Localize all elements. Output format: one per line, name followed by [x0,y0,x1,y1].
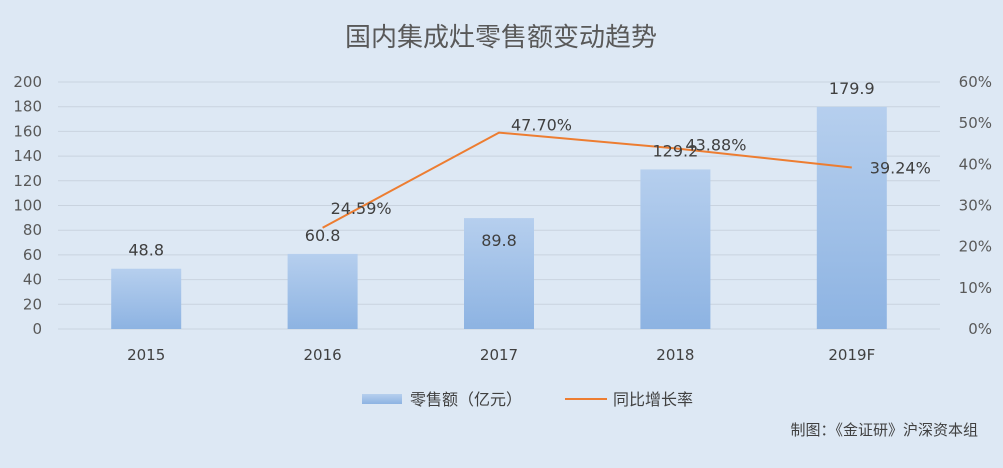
right-tick-label: 10% [959,279,992,297]
legend-bar-swatch [362,394,402,404]
legend: 零售额（亿元） 同比增长率 [362,390,693,409]
legend-line-label: 同比增长率 [613,390,693,409]
right-axis-ticks: 0% 10% 20% 30% 40% 50% 60% [959,73,992,338]
left-tick-label: 160 [13,122,42,140]
line-series [322,131,852,229]
legend-bar-label: 零售额（亿元） [410,390,522,409]
bar-data-label: 179.9 [829,79,875,98]
bar-data-label: 129.2 [652,141,698,160]
chart-title: 国内集成灶零售额变动趋势 [345,23,657,53]
right-tick-label: 50% [959,114,992,132]
bar-data-label: 48.8 [128,241,164,260]
left-tick-label: 80 [23,221,42,239]
x-axis-ticks: 2015 2016 2017 2018 2019F [127,346,875,364]
line-data-label: 43.88% [685,135,746,154]
left-axis-ticks: 0 20 40 60 80 100 120 140 160 180 200 [13,73,42,338]
bar-data-label: 60.8 [305,226,341,245]
bar [816,106,887,329]
line-data-labels: 24.59% 47.70% 43.88% 39.24% [331,116,931,218]
left-tick-label: 200 [13,73,42,91]
x-tick-label: 2016 [304,346,342,364]
x-tick-label: 2015 [127,346,165,364]
right-tick-label: 20% [959,238,992,256]
left-tick-label: 100 [13,197,42,215]
bar-data-labels: 48.8 60.8 89.8 129.2 179.9 [128,79,874,260]
left-tick-label: 180 [13,98,42,116]
left-tick-label: 120 [13,172,42,190]
line-data-label: 47.70% [511,116,572,135]
left-tick-label: 60 [23,246,42,264]
x-tick-label: 2018 [656,346,694,364]
bar [111,268,182,329]
chart-credit: 制图：《金证研》沪深资本组 [790,421,978,439]
bar [287,253,358,329]
x-tick-label: 2019F [828,346,875,364]
left-tick-label: 20 [23,295,42,313]
left-tick-label: 40 [23,271,42,289]
bar-series [111,106,887,329]
line-data-label: 39.24% [870,158,931,177]
bar-data-label: 89.8 [481,231,517,250]
right-tick-label: 40% [959,155,992,173]
line-data-label: 24.59% [331,199,392,218]
right-tick-label: 60% [959,73,992,91]
left-tick-label: 0 [32,320,42,338]
x-tick-label: 2017 [480,346,518,364]
left-tick-label: 140 [13,147,42,165]
right-tick-label: 30% [959,197,992,215]
bar [464,218,534,329]
growth-line [322,131,852,229]
right-tick-label: 0% [968,320,992,338]
bar [640,169,711,329]
